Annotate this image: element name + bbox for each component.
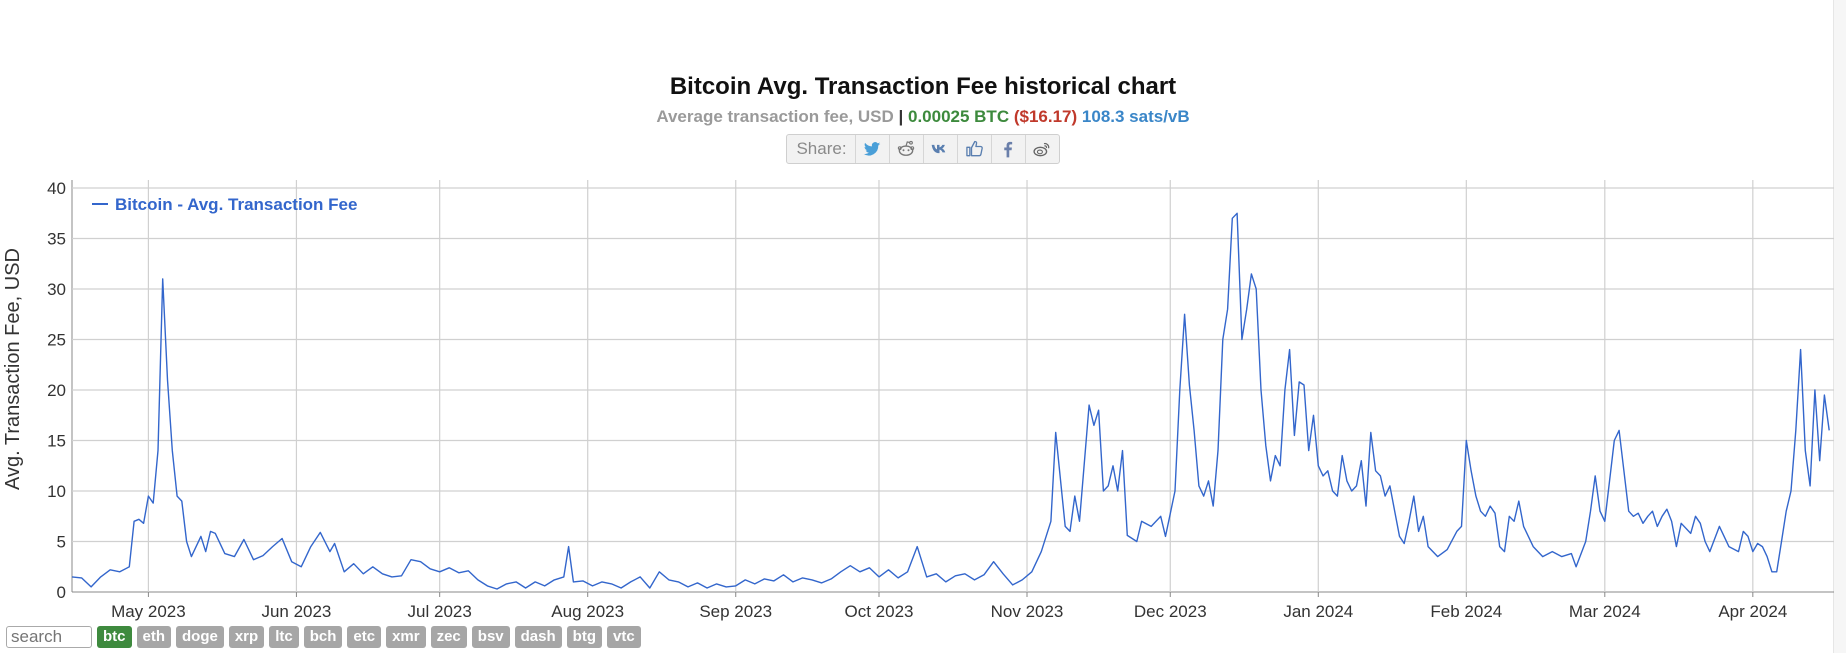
x-tick-label: Oct 2023 [844, 602, 913, 621]
x-tick-label: Jun 2023 [261, 602, 331, 621]
coin-chip-xrp[interactable]: xrp [228, 626, 265, 648]
page-title: Bitcoin Avg. Transaction Fee historical … [669, 73, 1177, 100]
subtitle-label: Average transaction fee, USD [656, 107, 894, 126]
vk-icon[interactable] [922, 135, 957, 163]
coin-chip-ltc[interactable]: ltc [269, 626, 299, 648]
coin-chip-xmr[interactable]: xmr [386, 626, 426, 648]
coin-chip-btg[interactable]: btg [566, 626, 602, 648]
x-tick-label: Apr 2024 [1718, 602, 1787, 621]
x-tick-label: Dec 2023 [1134, 602, 1207, 621]
coin-chip-vtc[interactable]: vtc [606, 626, 641, 648]
y-tick-label: 10 [47, 482, 66, 501]
coin-chip-bch[interactable]: bch [303, 626, 343, 648]
y-tick-label: 35 [47, 230, 66, 249]
chart-header: Bitcoin Avg. Transaction Fee historical … [0, 72, 1846, 164]
x-tick-label: Jan 2024 [1283, 602, 1353, 621]
x-tick-label: May 2023 [111, 602, 186, 621]
y-tick-label: 5 [57, 533, 66, 552]
subtitle-sats-value: 108.3 sats/vB [1081, 107, 1190, 126]
scrollbar-track[interactable] [1833, 0, 1846, 653]
y-tick-label: 25 [47, 331, 66, 350]
y-tick-label: 15 [47, 432, 66, 451]
coin-chip-dash[interactable]: dash [514, 626, 562, 648]
y-axis: 0 5 10 15 20 25 30 35 40 [47, 180, 66, 602]
subtitle-btc-value: 0.00025 BTC [907, 107, 1010, 126]
x-tick-label: Aug 2023 [551, 602, 624, 621]
coin-chip-etc[interactable]: etc [347, 626, 382, 648]
x-tick-label: Nov 2023 [991, 602, 1064, 621]
twitter-icon[interactable] [854, 135, 889, 163]
y-tick-label: 30 [47, 280, 66, 299]
coin-chip-bsv[interactable]: bsv [471, 626, 510, 648]
coin-chip-eth[interactable]: eth [136, 626, 171, 648]
x-axis: May 2023 Jun 2023 Jul 2023 Aug 2023 Sep 2023… [111, 602, 1787, 621]
coin-chip-zec[interactable]: zec [430, 626, 467, 648]
x-tick-label: Jul 2023 [408, 602, 472, 621]
y-tick-label: 0 [57, 583, 66, 602]
y-tick-label: 20 [47, 381, 66, 400]
x-tick-label: Sep 2023 [699, 602, 772, 621]
share-label: Share: [796, 139, 847, 158]
x-tick-label: Mar 2024 [1569, 602, 1641, 621]
x-tick-label: Feb 2024 [1430, 602, 1502, 621]
weibo-icon[interactable] [1024, 135, 1059, 163]
coin-selector: btcethdogexrpltcbchetcxmrzecbsvdashbtgvt… [6, 626, 641, 648]
grid [71, 180, 1834, 597]
facebook-icon[interactable] [990, 135, 1025, 163]
subtitle-separator: | [893, 107, 908, 126]
like-icon[interactable] [956, 135, 991, 163]
fee-line-chart: 0 5 10 15 20 25 30 35 40 May 2023 Jun 2023 Jul 202… [2, 180, 1834, 621]
coin-search-input[interactable] [6, 626, 92, 648]
y-tick-label: 40 [47, 180, 66, 198]
legend-series-name: Bitcoin - Avg. Transaction Fee [115, 195, 357, 214]
subtitle-usd-value: ($16.17) [1013, 107, 1078, 126]
reddit-icon[interactable] [888, 135, 923, 163]
coin-chip-btc[interactable]: btc [97, 626, 132, 648]
y-axis-label: Avg. Transaction Fee, USD [2, 248, 24, 490]
coin-list: btc eth doge xrp ltc bch etc xmr zec bsv dash btg vt… [97, 626, 641, 648]
series-line-bitcoin-avg-fee [71, 212, 1830, 590]
share-bar: Share: [786, 134, 1060, 164]
legend: Bitcoin - Avg. Transaction Fee [92, 195, 357, 214]
coin-chip-doge[interactable]: doge [176, 626, 224, 648]
chart-subtitle: Average transaction fee, USD | 0.00025 B… [0, 106, 1846, 128]
